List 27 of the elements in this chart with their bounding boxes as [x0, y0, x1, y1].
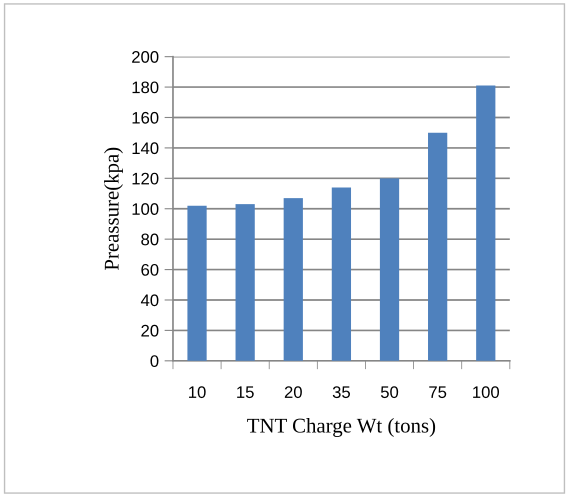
x-tick-label: 20: [284, 386, 302, 398]
y-tick-label: 80: [141, 234, 158, 246]
y-tick-label: 200: [132, 51, 158, 63]
y-tick-label: 100: [132, 203, 158, 215]
y-tick-label: 140: [132, 142, 158, 154]
y-tick-label: 160: [132, 112, 158, 124]
y-tick-label: 0: [150, 355, 158, 368]
x-tick-label: 10: [189, 386, 206, 398]
y-tick-label: 60: [141, 264, 158, 276]
y-axis-title: Preassure(kpa): [104, 148, 123, 270]
y-tick-label: 40: [140, 294, 158, 306]
x-tick-label: 15: [237, 386, 254, 398]
x-tick-label: 100: [473, 386, 500, 398]
bar: [187, 206, 207, 361]
bar: [284, 198, 303, 361]
x-tick-label: 35: [332, 386, 350, 398]
bar: [332, 187, 352, 361]
bar: [236, 204, 255, 361]
y-tick-label: 180: [132, 81, 158, 94]
x-tick-label: 50: [380, 386, 398, 398]
bar: [428, 132, 448, 361]
x-tick-label: 75: [429, 386, 446, 398]
bar: [476, 86, 496, 361]
y-tick-label: 20: [141, 324, 158, 337]
bar: [380, 178, 400, 361]
y-tick-label: 120: [132, 172, 158, 185]
x-axis-title: TNT Charge Wt (tons): [247, 418, 436, 437]
